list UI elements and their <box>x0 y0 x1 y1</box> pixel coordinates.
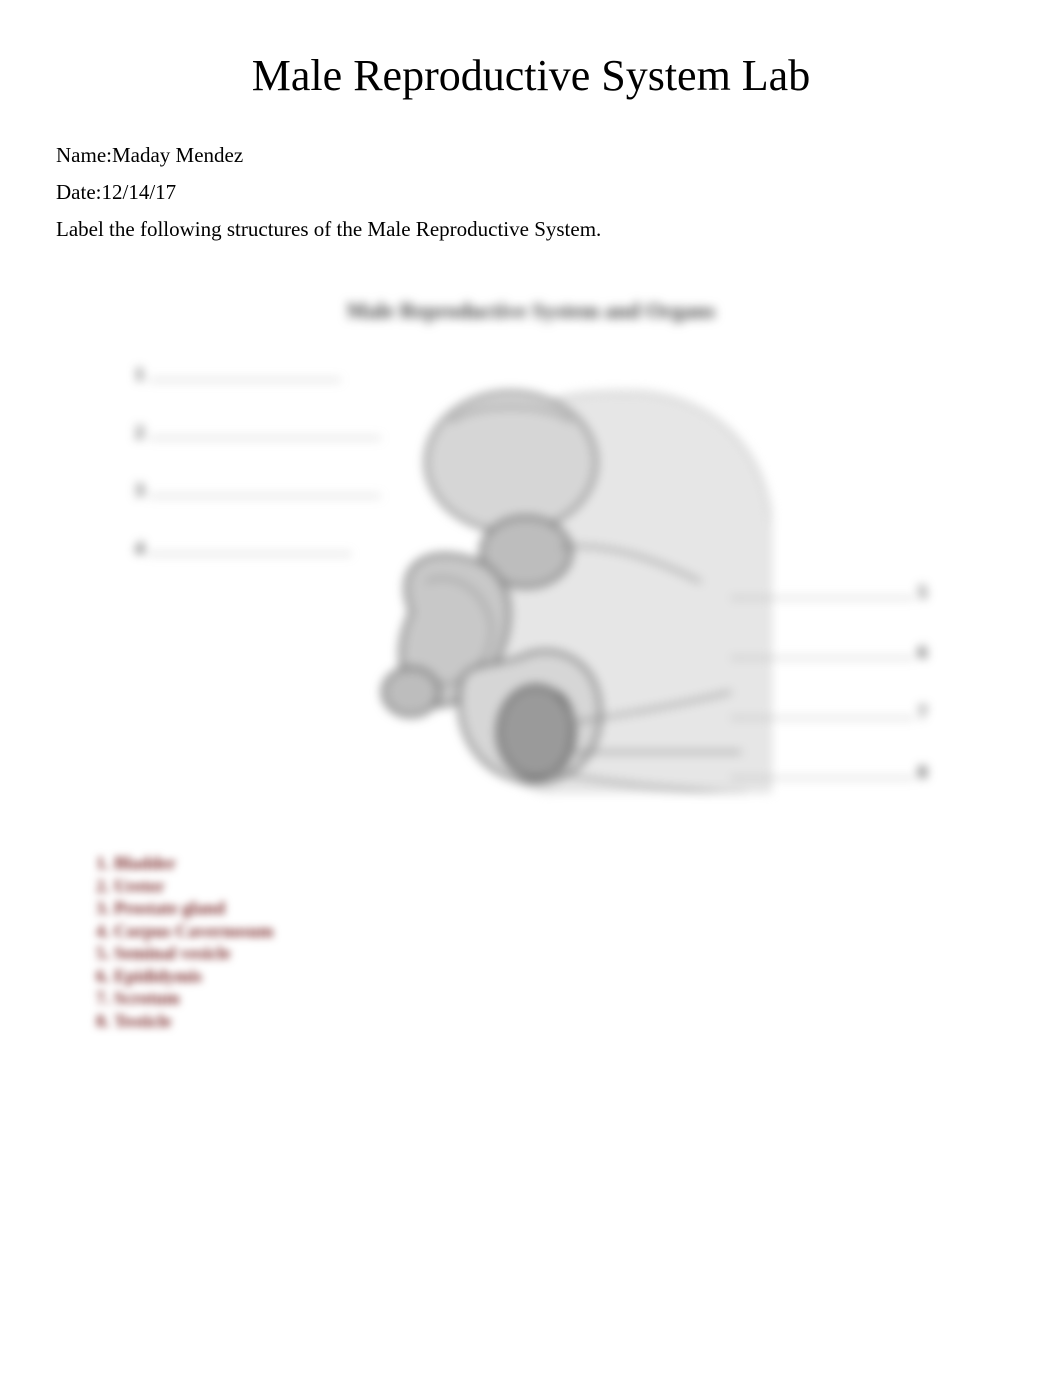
label-5: 5 <box>732 582 927 599</box>
leader-line <box>150 553 350 555</box>
anatomy-diagram: Male Reproductive System and Organs 1 2 … <box>131 282 931 822</box>
label-1: 1 <box>135 364 340 381</box>
label-number: 6 <box>918 642 927 663</box>
label-4: 4 <box>135 538 350 555</box>
answer-item: Epididymis <box>114 965 1006 988</box>
leader-line <box>732 717 912 719</box>
label-number: 3 <box>135 480 144 501</box>
label-7: 7 <box>732 702 927 719</box>
label-2: 2 <box>135 422 380 439</box>
label-8: 8 <box>732 762 927 779</box>
label-6: 6 <box>732 642 927 659</box>
leader-line <box>732 657 912 659</box>
name-line: Name:Maday Mendez <box>56 143 1006 168</box>
label-number: 7 <box>918 702 927 723</box>
date-line: Date:12/14/17 <box>56 180 1006 205</box>
label-3: 3 <box>135 480 380 497</box>
leader-line <box>150 379 340 381</box>
date-label: Date: <box>56 180 101 204</box>
page-title: Male Reproductive System Lab <box>96 50 966 101</box>
name-label: Name: <box>56 143 112 167</box>
answer-item: Testicle <box>114 1010 1006 1033</box>
label-number: 2 <box>135 422 144 443</box>
anatomy-illustration <box>351 372 771 792</box>
label-number: 5 <box>918 582 927 603</box>
label-number: 1 <box>135 364 144 385</box>
answer-item: Bladder <box>114 852 1006 875</box>
leader-line <box>732 777 912 779</box>
answers-list: Bladder Ureter Prostate gland Corpus Cav… <box>86 852 1006 1032</box>
diagram-title: Male Reproductive System and Organs <box>131 298 931 324</box>
instruction-text: Label the following structures of the Ma… <box>56 217 1006 242</box>
leader-line <box>150 437 380 439</box>
leader-line <box>150 495 380 497</box>
leader-line <box>732 597 912 599</box>
answer-item: Scrotum <box>114 987 1006 1010</box>
answer-item: Ureter <box>114 875 1006 898</box>
date-value: 12/14/17 <box>101 180 176 204</box>
label-number: 4 <box>135 538 144 559</box>
answer-item: Corpus Cavernosum <box>114 920 1006 943</box>
name-value: Maday Mendez <box>112 143 243 167</box>
answer-item: Prostate gland <box>114 897 1006 920</box>
label-number: 8 <box>918 762 927 783</box>
answer-item: Seminal vesicle <box>114 942 1006 965</box>
